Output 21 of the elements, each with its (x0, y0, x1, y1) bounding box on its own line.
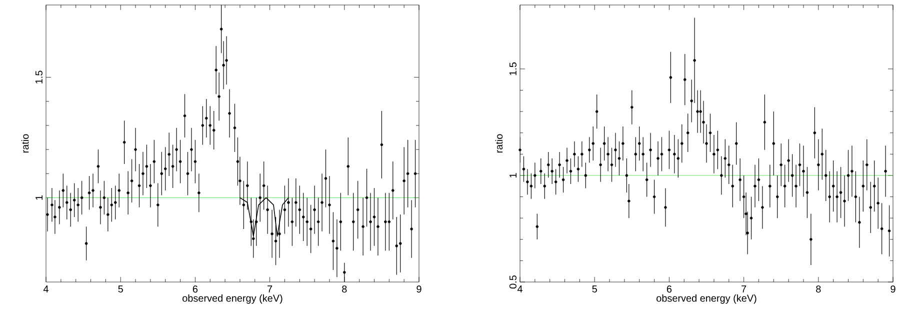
y-tick-label: 1.5 (36, 70, 42, 84)
x-tick-label: 6 (666, 286, 672, 293)
x-tick-label: 9 (890, 286, 896, 293)
y-axis-title: ratio (21, 134, 29, 153)
y-tick-label: 1.5 (510, 62, 516, 76)
x-tick-label: 5 (592, 286, 597, 292)
y-axis-title: ratio (495, 134, 503, 153)
x-tick-label: 4 (43, 286, 48, 292)
x-axis-title: observed energy (keV) (656, 294, 756, 304)
x-tick-label: 4 (517, 286, 522, 292)
x-tick-label: 5 (118, 286, 123, 292)
x-tick-label: 8 (816, 286, 821, 293)
x-tick-label: 9 (416, 286, 422, 293)
x-tick-label: 7 (268, 286, 272, 292)
y-tick-label: 1 (510, 173, 516, 178)
y-tick-label: 1 (36, 195, 42, 200)
x-axis-title: observed energy (keV) (182, 294, 282, 304)
x-tick-label: 8 (342, 286, 347, 293)
x-tick-label: 7 (742, 286, 746, 292)
x-tick-label: 6 (192, 286, 198, 293)
y-tick-label: 0.5 (509, 275, 516, 289)
